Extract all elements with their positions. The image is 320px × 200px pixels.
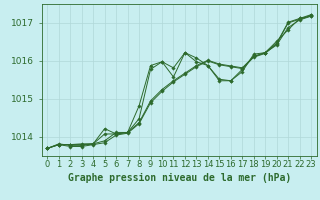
- X-axis label: Graphe pression niveau de la mer (hPa): Graphe pression niveau de la mer (hPa): [68, 173, 291, 183]
